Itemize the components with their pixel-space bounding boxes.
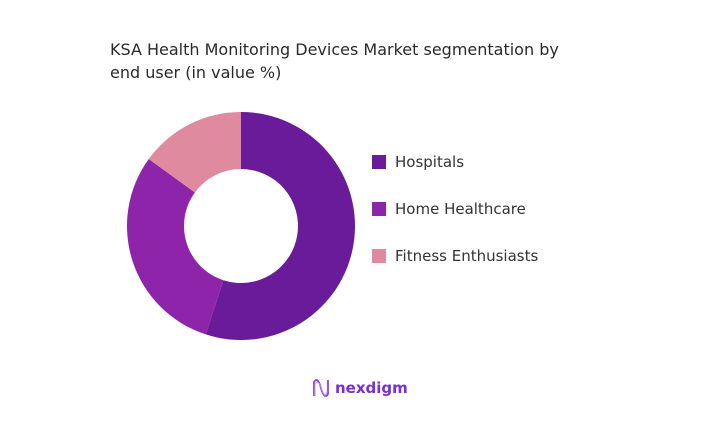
legend-swatch [372,155,386,169]
slice-home-healthcare [127,158,224,335]
logo-wave-icon [313,379,329,397]
nexdigm-logo: nexdigm [312,378,408,398]
legend-swatch [372,202,386,216]
legend-label: Hospitals [395,153,465,171]
slice-fitness-enthusiasts [148,112,241,193]
legend-label: Home Healthcare [395,200,526,218]
legend-item-hospitals: Hospitals [372,150,538,174]
slice-hospitals [205,112,355,340]
legend-item-fitness-enthusiasts: Fitness Enthusiasts [372,244,538,268]
legend-label: Fitness Enthusiasts [395,247,539,265]
chart-title: KSA Health Monitoring Devices Market seg… [110,40,559,82]
legend-swatch [372,249,386,263]
legend: Hospitals Home Healthcare Fitness Enthus… [372,150,538,291]
logo-text: nexdigm [335,379,408,397]
legend-item-home-healthcare: Home Healthcare [372,197,538,221]
